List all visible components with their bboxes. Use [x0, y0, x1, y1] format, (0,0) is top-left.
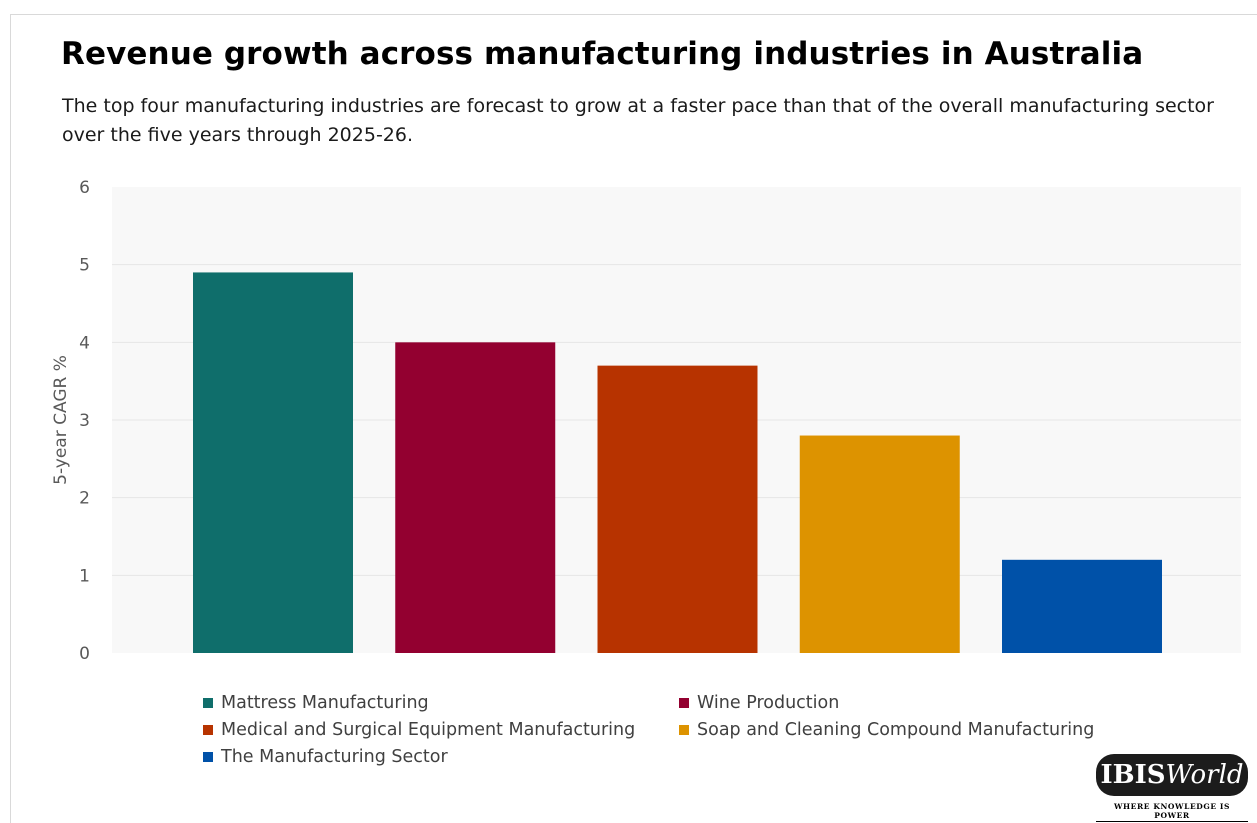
- bar-4: [799, 435, 960, 653]
- legend-item: Mattress Manufacturing: [203, 692, 679, 714]
- y-tick-label: 1: [79, 566, 90, 586]
- y-axis-label: 5-year CAGR %: [51, 355, 71, 485]
- legend-label: Mattress Manufacturing: [221, 693, 429, 713]
- y-tick-label: 0: [79, 644, 90, 664]
- legend-label: The Manufacturing Sector: [221, 747, 448, 767]
- legend-swatch: [203, 698, 213, 708]
- logo-bold-text: IBIS: [1100, 760, 1166, 790]
- y-tick-label: 6: [79, 178, 90, 198]
- legend-label: Soap and Cleaning Compound Manufacturing: [697, 720, 1095, 740]
- y-tick-label: 2: [79, 489, 90, 509]
- legend-swatch: [203, 725, 213, 735]
- logo-tagline: WHERE KNOWLEDGE IS POWER: [1096, 802, 1248, 822]
- y-tick-label: 4: [79, 333, 90, 353]
- ibisworld-logo: IBISWorld WHERE KNOWLEDGE IS POWER: [1096, 754, 1248, 822]
- legend-item: Wine Production: [679, 692, 1119, 714]
- legend-item: The Manufacturing Sector: [203, 746, 679, 768]
- y-tick-label: 5: [79, 256, 90, 276]
- legend-swatch: [679, 698, 689, 708]
- legend-item: Soap and Cleaning Compound Manufacturing: [679, 719, 1119, 741]
- bar-5: [1002, 559, 1162, 653]
- y-tick-label: 3: [79, 411, 90, 431]
- legend: Mattress Manufacturing Wine Production Med…: [203, 692, 1123, 768]
- bars: [193, 272, 1162, 653]
- legend-swatch: [203, 752, 213, 762]
- legend-label: Medical and Surgical Equipment Manufactu…: [221, 720, 636, 740]
- bar-3: [597, 365, 758, 653]
- legend-label: Wine Production: [697, 693, 840, 713]
- chart-subtitle: The top four manufacturing industries ar…: [62, 95, 1214, 146]
- legend-swatch: [679, 725, 689, 735]
- chart-title: Revenue growth across manufacturing indu…: [61, 36, 1144, 72]
- bar-1: [193, 272, 353, 653]
- bar-2: [395, 342, 556, 653]
- legend-item: Medical and Surgical Equipment Manufactu…: [203, 719, 679, 741]
- y-axis-ticks: 0 1 2 3 4 5 6: [79, 178, 90, 664]
- logo-italic-text: World: [1165, 760, 1244, 790]
